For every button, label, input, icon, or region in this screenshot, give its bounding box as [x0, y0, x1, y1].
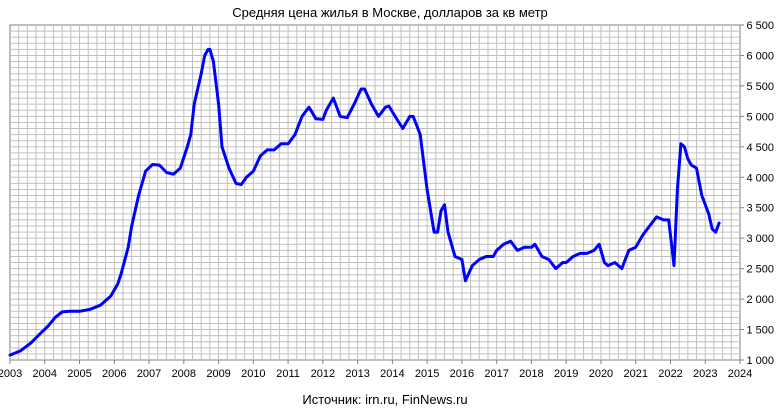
x-tick-label: 2004: [33, 368, 57, 380]
y-tick-label: 3 000: [746, 233, 774, 245]
series-group: [8, 47, 721, 357]
x-tick-label: 2010: [241, 368, 265, 380]
x-tick-label: 2005: [67, 368, 91, 380]
y-tick-label: 5 500: [746, 81, 774, 93]
y-tick-label: 3 500: [746, 203, 774, 215]
y-tick-label: 2 000: [746, 294, 774, 306]
x-tick-label: 2008: [172, 368, 196, 380]
x-tick-label: 2022: [658, 368, 682, 380]
y-tick-label: 2 500: [746, 264, 774, 276]
x-tick-label: 2017: [484, 368, 508, 380]
x-tick-label: 2011: [276, 368, 300, 380]
x-tick-label: 2013: [345, 368, 369, 380]
x-tick-label: 2018: [519, 368, 543, 380]
gridlines: [10, 25, 740, 360]
y-tick-label: 5 000: [746, 111, 774, 123]
x-tick-label: 2020: [589, 368, 613, 380]
source-note: Источник: irn.ru, FinNews.ru: [302, 392, 467, 407]
x-tick-label: 2003: [0, 368, 22, 380]
x-tick-label: 2016: [450, 368, 474, 380]
y-tick-label: 4 000: [746, 172, 774, 184]
x-tick-label: 2006: [102, 368, 126, 380]
x-tick-label: 2009: [206, 368, 230, 380]
x-tick-label: 2021: [623, 368, 647, 380]
y-tick-label: 6 000: [746, 50, 774, 62]
x-tick-label: 2023: [693, 368, 717, 380]
y-tick-label: 6 500: [746, 20, 774, 32]
x-tick-label: 2012: [311, 368, 335, 380]
y-tick-label: 1 000: [746, 355, 774, 367]
y-tick-label: 4 500: [746, 142, 774, 154]
x-tick-label: 2024: [728, 368, 752, 380]
y-tick-label: 1 500: [746, 325, 774, 337]
x-axis-ticks: 2003 2004 2005 2006 2007 2008 2009 2010 2011 2012…: [0, 360, 752, 380]
x-tick-label: 2019: [554, 368, 578, 380]
x-tick-label: 2015: [415, 368, 439, 380]
x-tick-label: 2007: [137, 368, 161, 380]
series-line: [8, 47, 721, 357]
y-axis-ticks: 1 000 1 500 2 000 2 500 3 000 3 500 4 000 4 500…: [740, 20, 774, 367]
chart-title: Средняя цена жилья в Москве, долларов за…: [232, 5, 548, 20]
x-tick-label: 2014: [380, 368, 404, 380]
